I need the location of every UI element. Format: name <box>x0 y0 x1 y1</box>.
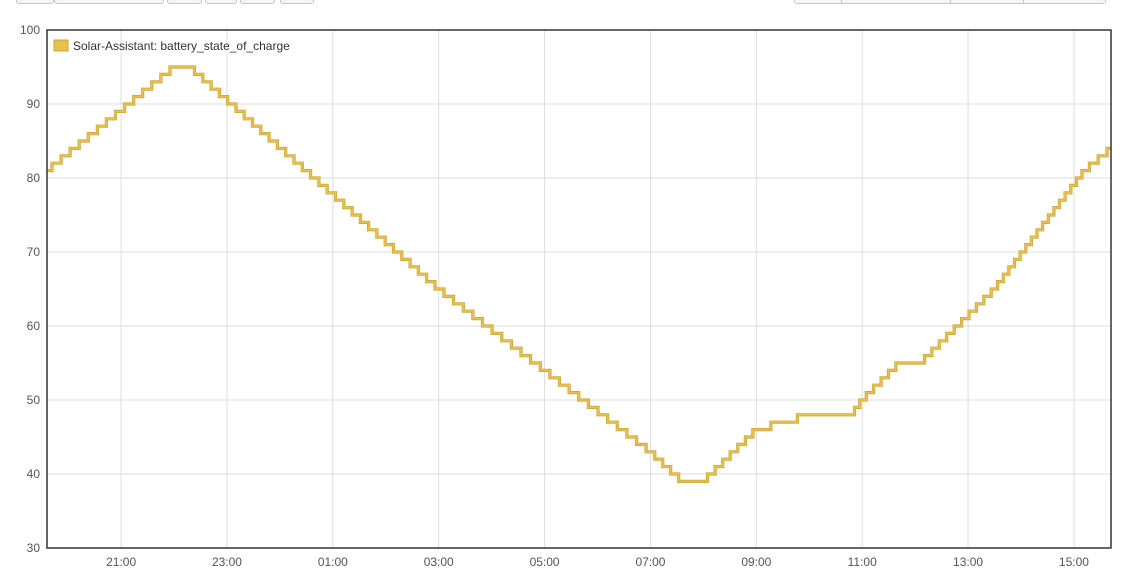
toolbar-button-5[interactable] <box>240 0 275 4</box>
range-button-2[interactable] <box>841 0 951 3</box>
x-axis-ticks: 21:00 23:00 01:00 03:00 05:00 07:00 09:00 11:00… <box>106 555 1089 569</box>
range-button-group <box>794 0 1106 4</box>
toolbar-button-3[interactable] <box>167 0 202 4</box>
y-axis-ticks: 30 40 50 60 70 80 90 100 <box>20 23 40 555</box>
x-tick-label-8: 13:00 <box>953 555 983 569</box>
toolbar-button-4[interactable] <box>205 0 237 4</box>
y-tick-label-6: 90 <box>27 97 41 111</box>
x-tick-label-3: 03:00 <box>424 555 454 569</box>
series-line-shadow <box>47 65 1111 483</box>
y-tick-label-0: 30 <box>27 541 41 555</box>
y-tick-label-1: 40 <box>27 467 41 481</box>
range-button-1[interactable] <box>795 0 842 3</box>
legend[interactable]: Solar-Assistant: battery_state_of_charge <box>53 39 290 53</box>
range-button-3[interactable] <box>951 0 1024 3</box>
x-tick-label-5: 07:00 <box>635 555 665 569</box>
x-tick-label-6: 09:00 <box>741 555 771 569</box>
toolbar-button-6[interactable] <box>280 0 314 4</box>
x-tick-label-1: 23:00 <box>212 555 242 569</box>
plot-frame <box>46 29 1112 549</box>
x-tick-label-4: 05:00 <box>530 555 560 569</box>
x-tick-label-9: 15:00 <box>1059 555 1089 569</box>
y-tick-label-4: 70 <box>27 245 41 259</box>
y-tick-label-5: 80 <box>27 171 41 185</box>
series-line-battery-state-of-charge <box>47 66 1111 483</box>
toolbar-button-2[interactable] <box>54 0 164 4</box>
range-button-4[interactable] <box>1023 0 1105 3</box>
y-tick-label-2: 50 <box>27 393 41 407</box>
legend-label: Solar-Assistant: battery_state_of_charge <box>73 39 290 53</box>
y-tick-label-7: 100 <box>20 23 40 37</box>
x-tick-label-7: 11:00 <box>848 555 877 569</box>
toolbar-button-1[interactable] <box>16 0 54 4</box>
chart-grid <box>47 29 1111 549</box>
legend-swatch <box>53 39 69 52</box>
x-tick-label-0: 21:00 <box>106 555 136 569</box>
y-tick-label-3: 60 <box>27 319 41 333</box>
x-tick-label-2: 01:00 <box>318 555 348 569</box>
series-group <box>47 65 1111 483</box>
